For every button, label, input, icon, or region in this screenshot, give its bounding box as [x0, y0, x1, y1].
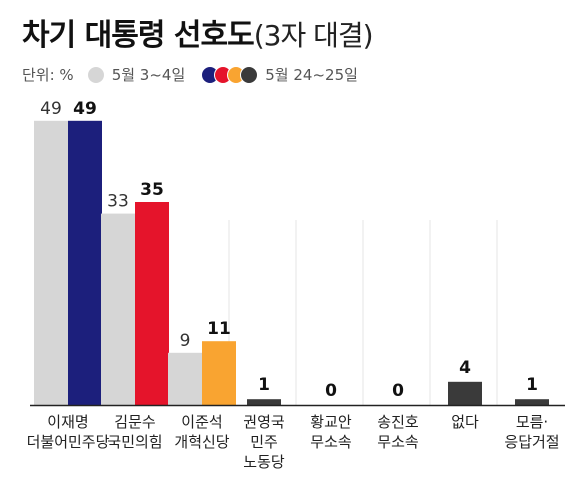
- data-label-series-a: 33: [107, 192, 129, 212]
- title-sub: (3자 대결): [253, 19, 374, 52]
- data-label-series-b: 0: [325, 381, 337, 401]
- data-label-series-b: 11: [207, 319, 231, 339]
- legend-series-a-swatch: [87, 66, 104, 83]
- category-label: 송진호: [377, 413, 419, 431]
- unit-label: 단위: %: [22, 66, 74, 84]
- legend-series-a-label: 5월 3~4일: [111, 66, 186, 84]
- legend-series-b-dot: [240, 65, 259, 84]
- data-label-series-b: 49: [73, 99, 97, 119]
- data-label-series-a: 9: [180, 331, 191, 351]
- category-label: 김문수: [114, 413, 155, 431]
- legend-series-b-swatches: [201, 65, 259, 84]
- category-label: 권영국: [243, 413, 285, 431]
- category-label: 황교안: [310, 413, 352, 431]
- category-label: 이재명: [47, 413, 88, 431]
- data-label-series-b: 1: [258, 375, 270, 395]
- category-sublabel: 노동당: [243, 453, 285, 471]
- category-label: 모름·: [516, 413, 548, 431]
- data-label-series-b: 1: [526, 375, 538, 395]
- bar-series-b: [448, 381, 482, 405]
- bar-series-b: [515, 399, 549, 405]
- category-sublabel: 개혁신당: [174, 433, 229, 451]
- category-sublabel: 무소속: [310, 433, 352, 451]
- bar-series-a: [34, 120, 68, 406]
- bar-series-b: [247, 399, 281, 405]
- category-sublabel: 국민의힘: [107, 433, 162, 451]
- data-label-series-a: 49: [40, 99, 62, 119]
- legend: 단위: % 5월 3~4일 5월 24~25일: [22, 64, 358, 85]
- category-sublabel: 민주: [250, 433, 278, 451]
- bar-series-b: [135, 202, 169, 405]
- bar-series-b: [202, 341, 236, 405]
- data-label-series-b: 4: [459, 358, 471, 378]
- data-label-series-b: 0: [392, 381, 404, 401]
- category-label: 없다: [451, 413, 479, 431]
- bar-series-b: [68, 120, 102, 406]
- title-main: 차기 대통령 선호도: [22, 18, 255, 53]
- bar-series-a: [101, 213, 135, 405]
- legend-series-b-label: 5월 24~25일: [265, 66, 358, 84]
- bar-series-a: [168, 352, 202, 405]
- category-sublabel: 응답거절: [504, 433, 559, 451]
- category-label: 이준석: [181, 413, 222, 431]
- category-sublabel: 더불어민주당: [27, 433, 110, 451]
- data-label-series-b: 35: [140, 180, 164, 200]
- category-sublabel: 무소속: [377, 433, 419, 451]
- chart-title: 차기 대통령 선호도(3자 대결): [22, 10, 374, 54]
